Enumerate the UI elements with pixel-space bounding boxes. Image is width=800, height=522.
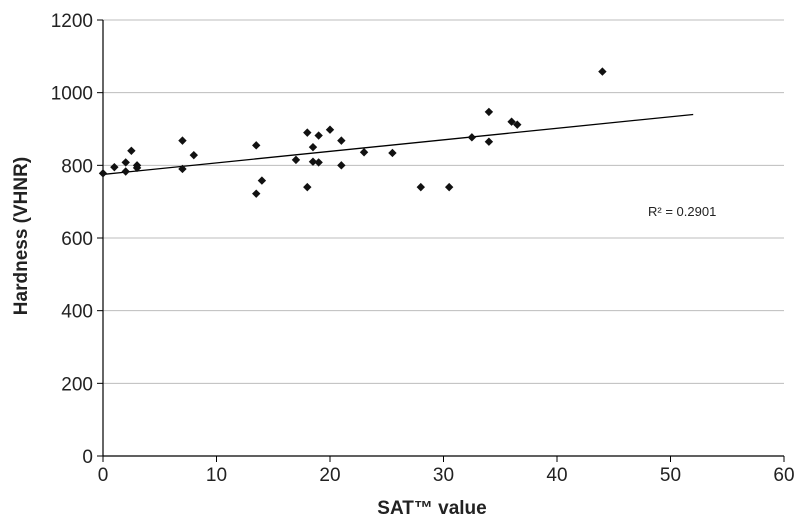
x-tick-label: 60 — [773, 465, 794, 486]
y-tick-label: 800 — [61, 156, 93, 177]
gridlines — [103, 19, 784, 384]
data-point — [308, 142, 318, 152]
x-tick-label: 50 — [660, 465, 681, 486]
data-point — [484, 137, 494, 146]
data-point — [121, 167, 130, 176]
y-tick-label: 600 — [61, 229, 93, 250]
y-tick-labels: 0 200 400 600 800 1000 1200 — [51, 11, 93, 468]
x-tick-label: 30 — [433, 465, 454, 486]
data-point — [291, 155, 301, 165]
data-point — [388, 148, 397, 158]
x-tick-labels: 0 10 20 30 40 50 60 — [98, 465, 795, 486]
data-point — [598, 67, 607, 76]
axes — [97, 19, 785, 462]
data-point — [444, 182, 454, 192]
data-point — [337, 161, 346, 170]
data-point — [110, 162, 119, 172]
x-tick-label: 20 — [319, 465, 340, 486]
data-point — [98, 169, 108, 178]
data-point — [337, 136, 346, 145]
data-point — [127, 146, 136, 155]
data-point — [303, 182, 312, 192]
data-point — [178, 136, 187, 145]
data-point — [308, 157, 318, 166]
data-point — [132, 163, 142, 173]
x-axis-title: SAT™ value — [377, 498, 486, 519]
data-points — [98, 67, 607, 198]
y-tick-label: 0 — [82, 447, 93, 468]
data-point — [416, 182, 425, 192]
y-axis-title: Hardness (VHNR) — [11, 157, 32, 315]
y-tick-label: 400 — [61, 302, 93, 323]
data-point — [314, 158, 323, 167]
data-point — [507, 117, 516, 126]
y-tick-label: 1000 — [51, 84, 93, 105]
data-point — [325, 125, 335, 134]
x-tick-label: 40 — [546, 465, 567, 486]
data-point — [467, 133, 477, 142]
y-tick-label: 1200 — [51, 11, 93, 32]
data-point — [189, 150, 198, 160]
data-point — [359, 148, 369, 157]
x-tick-label: 10 — [206, 465, 227, 486]
data-point — [178, 164, 187, 174]
data-point — [303, 128, 312, 137]
y-tick-label: 200 — [61, 374, 93, 395]
x-tick-label: 0 — [98, 465, 109, 486]
trendline-group — [102, 113, 694, 176]
data-point — [513, 120, 522, 129]
trendline — [102, 113, 694, 176]
data-point — [484, 107, 494, 117]
data-point — [314, 131, 323, 140]
r-squared-annotation: R² = 0.2901 — [648, 204, 716, 219]
data-point — [121, 158, 130, 167]
data-point — [252, 141, 261, 150]
data-point — [252, 189, 261, 198]
data-point — [257, 176, 267, 185]
